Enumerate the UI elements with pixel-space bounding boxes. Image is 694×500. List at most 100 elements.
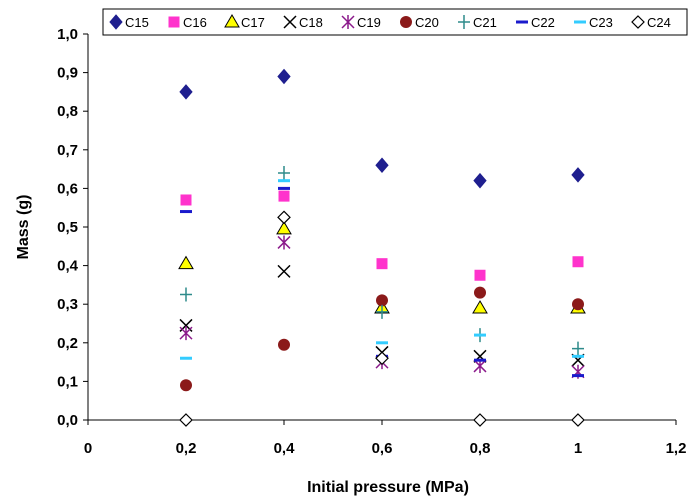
point-C23 (376, 341, 388, 345)
point-C16 (278, 190, 290, 202)
legend-marker-C24 (631, 15, 645, 29)
series-C24 (179, 210, 585, 427)
point-C22 (474, 358, 486, 362)
legend: C15 C16 C17 C18 C19 C20 C21 C22 C23 C24 (102, 8, 688, 36)
y-axis-label: Mass (g) (15, 195, 32, 260)
legend-marker-C21 (458, 15, 470, 29)
point-C15 (571, 167, 585, 183)
point-C24 (277, 210, 291, 225)
legend-marker-C22 (516, 20, 528, 24)
point-C19 (277, 235, 291, 250)
x-tick-labels: 0 0,2 0,4 0,6 0,8 1 1,2 (84, 440, 687, 457)
point-C20 (180, 379, 192, 392)
legend-item-C21: C21 (458, 15, 497, 30)
y-tick-label: 0,6 (57, 180, 78, 197)
x-tick-label: 0,2 (176, 440, 197, 457)
x-axis-label: Initial pressure (MPa) (307, 479, 469, 496)
series-C22 (180, 186, 584, 378)
point-C21 (180, 287, 192, 302)
y-tick-label: 0,4 (57, 258, 79, 275)
axes (83, 33, 677, 425)
point-C23 (572, 354, 584, 358)
legend-label: C18 (299, 15, 323, 30)
point-C24 (375, 351, 389, 366)
legend-label: C16 (183, 15, 207, 30)
y-tick-label: 0,0 (57, 412, 78, 429)
legend-label: C15 (125, 15, 149, 30)
x-tick-label: 0,8 (470, 440, 491, 457)
y-tick-labels: 0,0 0,1 0,2 0,3 0,4 0,5 0,6 0,7 0,8 0,9 1,0 (57, 26, 79, 429)
point-C16 (180, 194, 192, 206)
point-C17 (178, 255, 194, 270)
legend-item-C24: C24 (631, 15, 671, 30)
legend-item-C19: C19 (341, 15, 381, 30)
point-C16 (376, 258, 388, 270)
x-tick-label: 0,4 (274, 440, 296, 457)
legend-marker-C15 (109, 14, 123, 30)
point-C15 (473, 172, 487, 189)
series-C16 (180, 190, 584, 281)
legend-marker-C18 (283, 15, 297, 29)
point-C15 (375, 157, 389, 174)
point-C18 (277, 264, 291, 278)
legend-item-C16: C16 (168, 15, 207, 30)
y-tick-label: 0,2 (57, 335, 78, 352)
y-tick-label: 0,7 (57, 142, 78, 159)
legend-item-C18: C18 (283, 15, 323, 30)
point-C16 (474, 269, 486, 281)
y-tick-label: 1,0 (57, 26, 78, 43)
point-C23 (474, 333, 486, 337)
legend-marker-C19 (341, 15, 355, 29)
point-C24 (179, 413, 193, 427)
legend-label: C21 (473, 15, 497, 30)
point-C15 (277, 68, 291, 85)
point-C20 (376, 294, 388, 307)
y-tick-label: 0,1 (57, 373, 78, 390)
y-tick-label: 0,3 (57, 296, 78, 313)
legend-label: C19 (357, 15, 381, 30)
legend-box (102, 8, 688, 36)
series-C15 (179, 68, 585, 189)
legend-item-C22: C22 (516, 15, 555, 30)
point-C21 (572, 341, 584, 356)
series-C20 (180, 286, 584, 392)
y-tick-label: 0,9 (57, 65, 78, 82)
x-tick-label: 0,6 (372, 440, 393, 457)
point-C24 (473, 413, 487, 427)
legend-item-C17: C17 (224, 14, 265, 30)
legend-item-C20: C20 (400, 15, 439, 30)
legend-label: C17 (241, 15, 265, 30)
y-tick-label: 0,5 (57, 219, 78, 236)
y-tick-label: 0,8 (57, 103, 78, 120)
legend-marker-C20 (400, 16, 412, 28)
point-C22 (180, 210, 192, 214)
point-C17 (276, 220, 292, 235)
point-C17 (472, 300, 488, 314)
point-C15 (179, 84, 193, 100)
point-C20 (474, 286, 486, 299)
series-C23 (180, 179, 584, 360)
point-C16 (572, 256, 584, 268)
data-points (178, 68, 586, 427)
legend-label: C20 (415, 15, 439, 30)
legend-label: C24 (647, 15, 671, 30)
legend-item-C23: C23 (574, 15, 613, 30)
point-C21 (376, 304, 388, 319)
point-C20 (572, 298, 584, 311)
point-C22 (572, 374, 584, 378)
legend-marker-C23 (574, 20, 586, 24)
point-C23 (278, 179, 290, 183)
point-C20 (278, 338, 290, 351)
legend-marker-C17 (224, 14, 240, 28)
point-C24 (571, 413, 585, 427)
point-C21 (278, 165, 290, 180)
point-C22 (278, 186, 290, 190)
legend-label: C22 (531, 15, 555, 30)
legend-item-C15: C15 (109, 14, 149, 30)
x-tick-label: 0 (84, 440, 92, 457)
point-C19 (179, 326, 193, 341)
legend-marker-C16 (168, 16, 180, 28)
x-tick-label: 1 (574, 440, 582, 457)
legend-label: C23 (589, 15, 613, 30)
